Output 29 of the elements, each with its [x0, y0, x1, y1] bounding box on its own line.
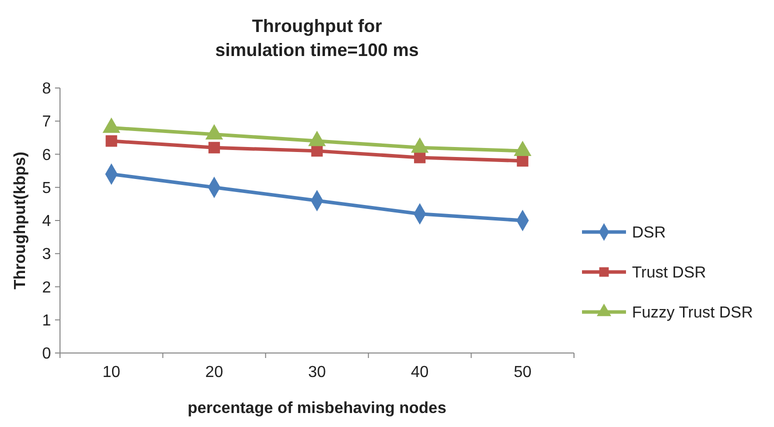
y-tick-label: 7 [42, 114, 52, 131]
y-tick-label: 2 [42, 279, 52, 296]
point [414, 152, 426, 164]
point [308, 131, 326, 146]
point [411, 138, 428, 153]
y-tick-label: 3 [42, 246, 52, 264]
point [102, 118, 120, 133]
legend-label: Trust DSR [632, 264, 706, 282]
point [106, 135, 118, 147]
point [208, 142, 220, 154]
y-tick-label: 0 [42, 346, 52, 363]
y-axis-title: Throughput(kbps) [12, 152, 29, 290]
point [514, 141, 532, 156]
x-axis-title: percentage of misbehaving nodes [188, 400, 446, 417]
x-tick-label: 50 [514, 364, 532, 381]
x-tick-label: 30 [308, 364, 326, 381]
x-tick-label: 40 [410, 364, 429, 381]
point [516, 155, 528, 167]
y-tick-label: 6 [42, 146, 52, 164]
point [206, 124, 223, 140]
y-tick-label: 8 [42, 80, 52, 98]
chart-title: Throughput for simulation time=100 ms [215, 16, 419, 60]
legend-label: DSR [632, 224, 666, 242]
legend-label: Fuzzy Trust DSR [632, 304, 753, 322]
x-tick-label: 20 [205, 364, 224, 381]
x-tick-label: 10 [102, 364, 120, 381]
y-tick-label: 5 [42, 180, 52, 197]
y-tick-label: 1 [42, 312, 52, 330]
y-tick-label: 4 [42, 213, 52, 230]
